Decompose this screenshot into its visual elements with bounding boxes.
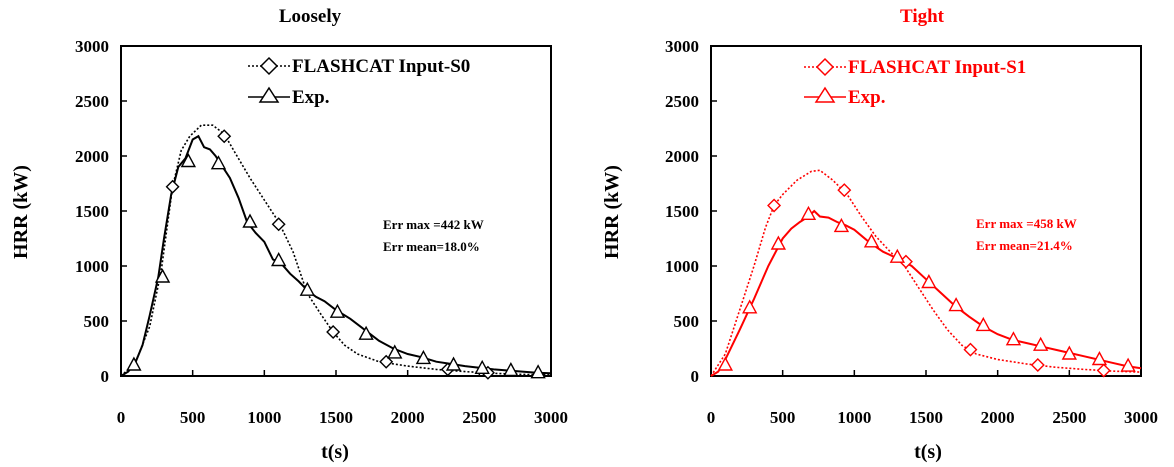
legend: FLASHCAT Input-S1 Exp.: [804, 57, 1026, 108]
triangle-marker: [415, 349, 432, 365]
legend-label-model: FLASHCAT Input-S1: [848, 57, 1026, 78]
annotation-err-mean: Err mean=21.4%: [976, 238, 1073, 253]
y-axis-label: HRR (kW): [10, 165, 32, 259]
annotation-err-max: Err max =458 kW: [976, 216, 1077, 231]
triangle-marker: [742, 299, 758, 314]
x-tick-label: 500: [770, 408, 796, 427]
y-tick-label: 0: [691, 367, 700, 386]
x-tick-label: 3000: [1124, 408, 1158, 427]
triangle-marker: [210, 155, 227, 170]
triangle-marker: [1061, 345, 1078, 360]
x-tick-label: 2500: [462, 408, 496, 427]
x-tick-label: 1000: [837, 408, 871, 427]
triangle-marker: [474, 359, 490, 374]
y-tick-label: 3000: [665, 37, 699, 56]
diamond-marker: [963, 342, 978, 357]
chart-title: Loosely: [279, 6, 342, 27]
triangle-marker: [270, 252, 287, 267]
diamond-marker: [217, 129, 232, 144]
x-tick-label: 0: [117, 408, 126, 427]
triangle-marker: [154, 268, 171, 283]
triangle-marker: [1005, 331, 1022, 346]
x-tick-label: 500: [180, 408, 206, 427]
triangle-marker: [358, 325, 374, 340]
triangle-marker: [445, 356, 462, 371]
triangle-marker: [1120, 357, 1136, 372]
y-axis-label: HRR (kW): [601, 165, 623, 259]
x-axis-label: t(s): [914, 441, 942, 463]
annotation-err-max: Err max =442 kW: [383, 217, 484, 232]
series-line-exp: [710, 209, 1142, 377]
y-tick-label: 500: [84, 312, 110, 331]
triangle-marker: [503, 362, 519, 377]
chart-loosely: Loosely HRR (kW) t(s) 0 500 1000 1500 2000 25…: [10, 6, 568, 463]
chart-title: Tight: [900, 6, 945, 27]
x-tick-label: 0: [707, 408, 716, 427]
y-tick-label: 2500: [665, 92, 699, 111]
legend-diamond-icon: [259, 56, 279, 76]
y-tick-label: 1000: [75, 257, 109, 276]
diamond-marker: [379, 354, 394, 369]
series-line-model: [710, 169, 1142, 377]
triangle-marker: [126, 356, 142, 371]
diamond-marker: [837, 183, 852, 198]
x-tick-label: 3000: [534, 408, 568, 427]
triangle-marker: [1032, 336, 1049, 351]
x-tick-label: 2500: [1052, 408, 1086, 427]
marker-group: [717, 183, 1136, 378]
tick-group: 0 500 1000 1500 2000 2500 3000 0 500 1000 1500 2000…: [665, 37, 1158, 427]
legend-label-exp: Exp.: [848, 87, 886, 108]
triangle-marker: [530, 364, 546, 379]
triangle-marker: [770, 235, 787, 250]
series-line-exp: [120, 134, 552, 377]
triangle-marker: [863, 233, 880, 248]
legend-triangle-icon: [258, 86, 280, 103]
triangle-marker: [329, 303, 346, 318]
x-axis-label: t(s): [321, 441, 349, 463]
diamond-marker: [165, 179, 180, 194]
marker-group: [126, 129, 546, 380]
diamond-marker: [271, 217, 286, 232]
x-tick-label: 1000: [247, 408, 281, 427]
legend: FLASHCAT Input-S0 Exp.: [248, 56, 470, 108]
y-tick-label: 2500: [75, 92, 109, 111]
plot-area: [120, 45, 552, 377]
triangle-marker: [242, 213, 258, 228]
annotation-err-mean: Err mean=18.0%: [383, 239, 480, 254]
triangle-marker: [889, 248, 906, 263]
diamond-marker: [767, 198, 782, 213]
legend-diamond-icon: [815, 57, 835, 77]
diamond-marker: [326, 325, 341, 339]
y-tick-label: 2000: [75, 147, 109, 166]
x-tick-label: 2000: [391, 408, 425, 427]
legend-triangle-icon: [814, 86, 836, 103]
triangle-marker: [948, 297, 964, 312]
triangle-marker: [717, 356, 734, 371]
x-tick-label: 2000: [981, 408, 1015, 427]
y-tick-label: 1500: [75, 202, 109, 221]
y-tick-label: 1000: [665, 257, 699, 276]
diamond-marker: [1096, 363, 1111, 378]
diamond-marker: [1030, 358, 1045, 372]
legend-label-exp: Exp.: [292, 87, 330, 108]
triangle-marker: [1091, 351, 1108, 366]
y-tick-label: 3000: [75, 37, 109, 56]
triangle-marker: [387, 344, 403, 359]
x-tick-label: 1500: [319, 408, 353, 427]
y-tick-label: 500: [674, 312, 700, 331]
y-tick-label: 0: [101, 367, 110, 386]
triangle-marker: [800, 205, 817, 220]
triangle-marker: [921, 274, 937, 289]
triangle-marker: [833, 217, 850, 233]
triangle-marker: [299, 281, 316, 296]
legend-label-model: FLASHCAT Input-S0: [292, 56, 470, 77]
triangle-marker: [975, 316, 992, 332]
tick-group: 0 500 1000 1500 2000 2500 3000 0 500 1000 1500 2000…: [75, 37, 568, 427]
triangle-marker: [180, 153, 197, 168]
y-tick-label: 2000: [665, 147, 699, 166]
x-tick-label: 1500: [909, 408, 943, 427]
chart-tight: Tight HRR (kW) t(s) 0 500 1000 1500 2000 2500…: [601, 6, 1158, 463]
y-tick-label: 1500: [665, 202, 699, 221]
